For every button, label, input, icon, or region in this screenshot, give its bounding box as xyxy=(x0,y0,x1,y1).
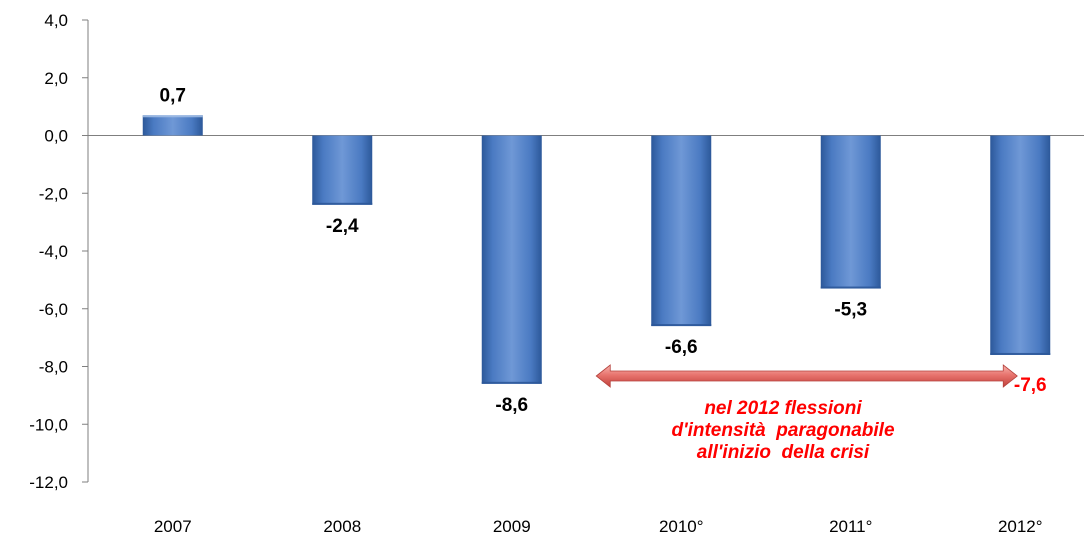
y-tick-label: -4,0 xyxy=(39,242,68,261)
data-label: 0,7 xyxy=(160,85,186,106)
x-tick-label: 2011° xyxy=(829,517,872,536)
double-arrow xyxy=(595,364,1018,388)
y-tick-label: -12,0 xyxy=(29,473,68,492)
annotation-line: d'intensità paragonabile xyxy=(671,420,894,441)
bar-6 xyxy=(990,135,1051,355)
x-tick-label: 2009 xyxy=(493,517,531,536)
y-tick-label: -2,0 xyxy=(39,184,68,203)
bar-edge xyxy=(142,115,203,118)
bar-5 xyxy=(820,135,881,289)
data-label: -5,3 xyxy=(834,300,867,321)
bar-3 xyxy=(481,135,542,384)
bar-edge xyxy=(312,202,373,205)
annotation-line: nel 2012 flessioni xyxy=(704,398,862,419)
y-tick-label: 4,0 xyxy=(44,11,68,30)
y-tick-label: -6,0 xyxy=(39,300,68,319)
bar-2 xyxy=(312,135,373,205)
y-tick-label: 0,0 xyxy=(44,127,68,146)
bar-edge xyxy=(651,324,712,327)
x-tick-label: 2007 xyxy=(154,517,192,536)
bar-edge xyxy=(990,352,1051,355)
y-tick-label: 2,0 xyxy=(44,69,68,88)
x-tick-label: 2008 xyxy=(323,517,361,536)
y-tick-label: -8,0 xyxy=(39,358,68,377)
y-tick-label: -10,0 xyxy=(29,415,68,434)
x-tick-label: 2010° xyxy=(659,517,704,536)
bar-1 xyxy=(142,115,203,136)
data-label: -7,6 xyxy=(1014,375,1047,396)
bar-edge xyxy=(820,286,881,289)
bar-edge xyxy=(481,381,542,384)
bar-4 xyxy=(651,135,712,327)
x-tick-label: 2012° xyxy=(998,517,1043,536)
annotation-line: all'inizio della crisi xyxy=(697,442,870,463)
data-label: -6,6 xyxy=(665,337,698,358)
data-label: -8,6 xyxy=(495,395,528,416)
data-label: -2,4 xyxy=(326,216,359,237)
